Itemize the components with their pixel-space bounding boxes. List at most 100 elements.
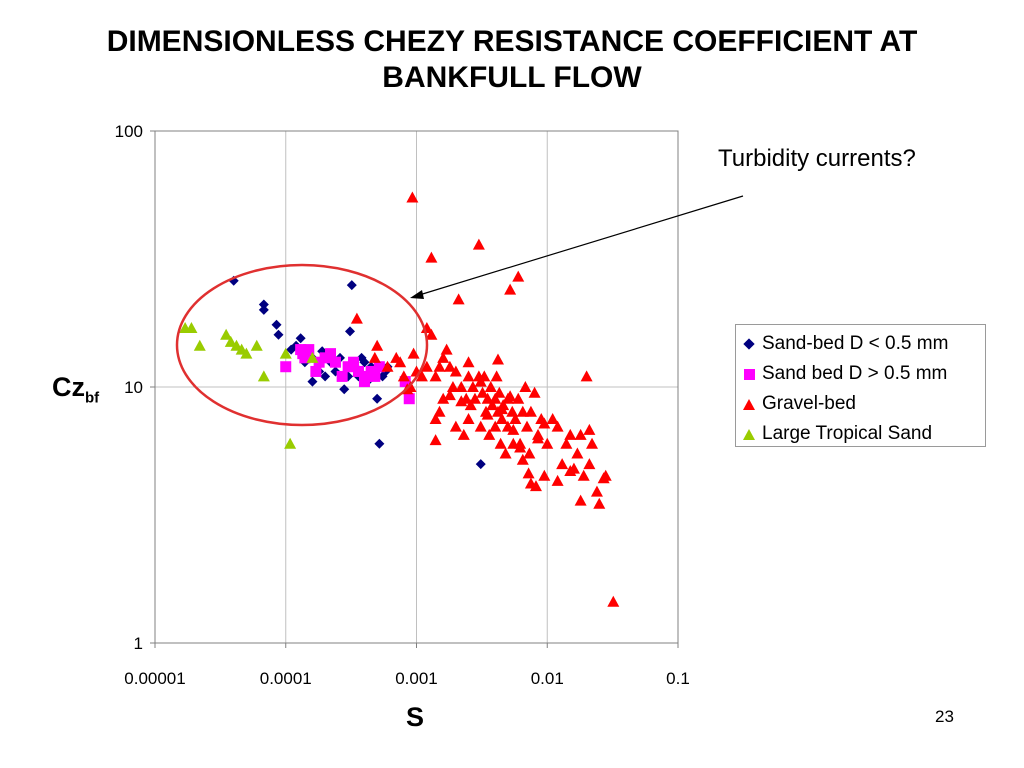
data-point <box>449 420 462 432</box>
legend-item-sand-small: Sand-bed D < 0.5 mm <box>742 329 985 359</box>
data-point <box>313 356 325 368</box>
data-point <box>509 412 522 424</box>
data-point <box>329 356 341 368</box>
series-2 <box>350 191 620 607</box>
x-tick-label: 0.0001 <box>260 669 312 688</box>
data-point <box>577 469 590 481</box>
data-point <box>474 420 487 432</box>
data-point <box>284 437 297 449</box>
data-point <box>583 423 596 435</box>
highlight-ellipse <box>175 263 429 427</box>
data-point <box>481 392 494 404</box>
data-point <box>495 403 508 415</box>
data-point <box>462 356 475 368</box>
data-point <box>452 293 465 305</box>
data-point <box>556 458 569 470</box>
data-point <box>429 412 442 424</box>
data-point <box>583 458 596 470</box>
data-point <box>494 437 507 449</box>
x-axis-label: S <box>405 702 424 732</box>
data-point <box>372 393 383 404</box>
data-point <box>420 360 433 372</box>
slide-title-line-1: DIMENSIONLESS CHEZY RESISTANCE COEFFICIE… <box>106 25 918 58</box>
data-point <box>394 356 407 368</box>
data-point <box>325 348 337 360</box>
y-axis-label-main: Cz <box>52 372 85 402</box>
legend-marker-triangle-red <box>742 398 756 410</box>
data-point <box>425 251 438 263</box>
data-point <box>257 370 270 382</box>
data-point <box>455 395 468 407</box>
legend-label: Gravel-bed <box>762 393 856 414</box>
data-point <box>512 270 525 282</box>
y-axis-label: Czbf <box>52 372 99 406</box>
data-point <box>437 392 450 404</box>
data-point <box>523 447 536 459</box>
data-point <box>429 370 442 382</box>
data-point <box>415 370 428 382</box>
data-point <box>466 381 479 392</box>
legend-item-tropical: Large Tropical Sand <box>742 419 985 449</box>
grid-lines <box>155 131 678 643</box>
data-point <box>468 392 481 404</box>
data-point <box>250 339 263 351</box>
y-tick-label: 10 <box>124 378 143 397</box>
data-point <box>519 381 532 392</box>
data-point <box>303 344 315 356</box>
data-point <box>339 384 350 395</box>
data-point <box>493 386 506 398</box>
data-point <box>433 360 446 372</box>
data-point <box>486 399 499 411</box>
data-point <box>529 480 542 492</box>
data-point <box>240 347 253 359</box>
data-point <box>359 357 370 368</box>
data-point <box>399 376 411 388</box>
data-point <box>593 497 606 509</box>
slide-title: DIMENSIONLESS CHEZY RESISTANCE COEFFICIE… <box>0 24 1024 96</box>
data-point <box>546 412 559 424</box>
data-point <box>455 381 468 392</box>
data-point <box>273 329 284 340</box>
data-point <box>381 360 394 372</box>
data-point <box>490 370 503 382</box>
data-point <box>564 464 577 476</box>
data-point <box>443 389 456 401</box>
data-point <box>516 405 529 417</box>
data-point <box>472 238 485 250</box>
data-point <box>489 392 502 404</box>
data-point <box>457 428 470 440</box>
data-point <box>406 191 419 203</box>
data-point <box>499 447 512 459</box>
data-point <box>489 420 502 432</box>
x-tick-label: 0.1 <box>666 669 690 688</box>
data-point <box>462 412 475 424</box>
data-point <box>258 304 269 315</box>
data-point <box>607 595 620 607</box>
annotation-arrowhead <box>410 290 424 299</box>
data-point <box>476 386 489 398</box>
data-point <box>443 360 456 372</box>
data-point <box>449 365 462 377</box>
legend-marker-triangle-green <box>742 428 756 440</box>
legend-label: Large Tropical Sand <box>762 423 933 444</box>
data-point <box>571 447 584 459</box>
data-point <box>310 365 322 377</box>
data-point <box>258 299 269 310</box>
data-point <box>516 453 529 465</box>
data-point <box>429 434 442 446</box>
data-point <box>369 370 381 382</box>
data-point <box>425 328 438 340</box>
data-point <box>403 393 415 405</box>
data-point <box>336 370 348 382</box>
data-point <box>368 351 381 363</box>
data-point <box>320 371 331 382</box>
data-point <box>220 328 233 340</box>
data-point <box>295 333 306 344</box>
legend-marker-square <box>742 368 756 380</box>
data-point <box>224 335 237 347</box>
data-point <box>564 428 577 440</box>
data-point <box>538 417 551 429</box>
data-point <box>597 472 610 484</box>
data-point <box>541 437 554 449</box>
legend-item-gravel: Gravel-bed <box>742 389 985 419</box>
